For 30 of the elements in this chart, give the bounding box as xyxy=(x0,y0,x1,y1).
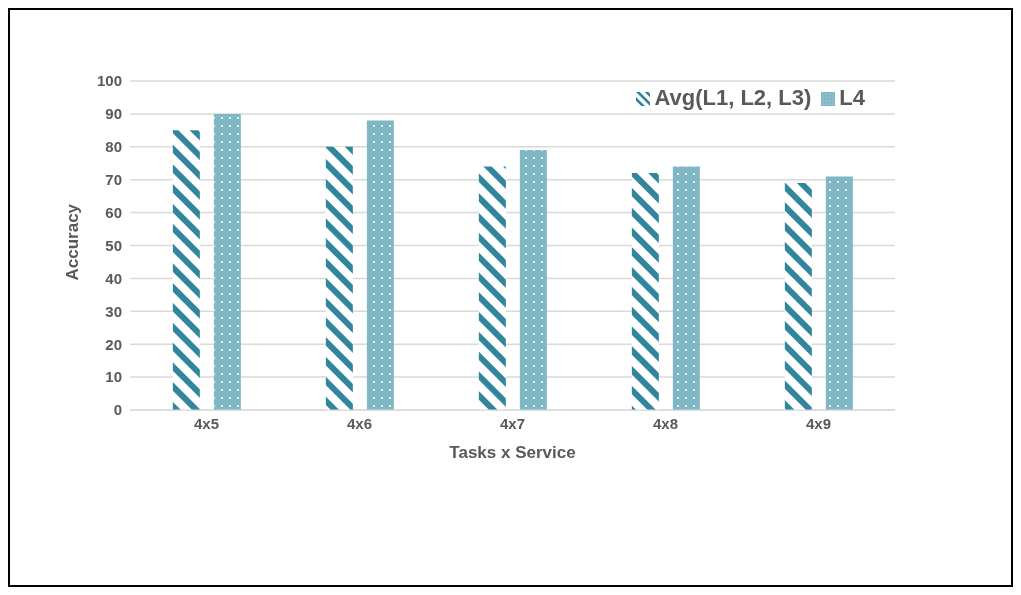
bar xyxy=(784,182,812,410)
y-axis-title: Accuracy xyxy=(63,203,83,281)
x-tick-label: 4x8 xyxy=(652,414,679,432)
bar xyxy=(366,120,394,410)
y-tick-label: 0 xyxy=(113,401,122,419)
y-tick-label: 10 xyxy=(105,368,122,386)
bar xyxy=(631,173,659,410)
x-tick-label: 4x5 xyxy=(193,414,220,432)
y-tick-label: 30 xyxy=(105,302,122,320)
y-tick-label: 40 xyxy=(105,269,122,287)
y-tick-label: 70 xyxy=(105,171,122,189)
x-tick-label: 4x9 xyxy=(805,414,832,432)
bar xyxy=(519,150,547,410)
y-tick-label: 90 xyxy=(105,105,122,123)
bar xyxy=(825,176,853,410)
x-tick-label: 4x7 xyxy=(499,414,526,432)
bar xyxy=(325,146,353,410)
x-axis-title: Tasks x Service xyxy=(449,443,576,462)
y-tick-label: 60 xyxy=(105,203,122,221)
y-tick-label: 50 xyxy=(105,236,122,254)
legend-label: L4 xyxy=(839,85,865,110)
y-tick-label: 100 xyxy=(96,72,122,90)
bar xyxy=(672,166,700,410)
x-tick-label: 4x6 xyxy=(346,414,373,432)
bar xyxy=(478,166,506,410)
bar xyxy=(213,113,241,410)
y-tick-label: 20 xyxy=(105,335,122,353)
y-tick-label: 80 xyxy=(105,138,122,156)
legend-label: Avg(L1, L2, L3) xyxy=(654,85,812,110)
bar xyxy=(172,130,200,410)
